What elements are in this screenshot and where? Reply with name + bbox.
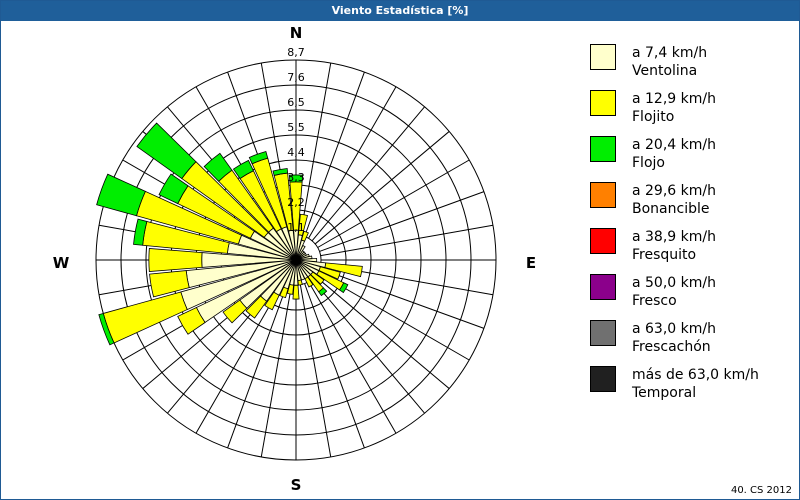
rose-bar-segment	[102, 291, 188, 344]
rose-bar-segment	[136, 122, 197, 180]
rose-bar-segment	[272, 168, 289, 176]
rose-bar-segment	[292, 284, 300, 300]
rose-bar-segment	[245, 295, 268, 319]
rose-bar-segment	[264, 291, 280, 311]
legend-swatch	[590, 136, 616, 162]
legend-class-label: Fresquito	[632, 247, 697, 263]
grid-spoke	[314, 275, 450, 389]
grid-spoke	[319, 191, 485, 252]
compass-label-E: E	[526, 254, 536, 272]
grid-spoke	[299, 284, 332, 458]
radial-tick-label: 8,7	[287, 46, 305, 59]
rose-bar-segment	[339, 282, 349, 294]
legend-label: a 50,0 km/h Fresco	[632, 274, 716, 310]
grid-spoke	[299, 62, 332, 236]
radial-tick-label: 2,2	[287, 196, 305, 209]
rose-bar-segment	[288, 174, 304, 183]
legend-label: más de 63,0 km/h Temporal	[632, 366, 759, 402]
rose-bar-segment	[297, 279, 303, 286]
rose-bar-segment	[98, 312, 115, 346]
rose-bar-segment	[301, 230, 309, 242]
legend-label: a 7,4 km/h Ventolina	[632, 44, 707, 80]
legend-speed-label: a 12,9 km/h	[632, 91, 716, 107]
legend-class-label: Bonancible	[632, 201, 710, 217]
legend-class-label: Ventolina	[632, 63, 698, 79]
rose-bar-segment	[148, 248, 203, 272]
rose-bar-segment	[248, 150, 269, 165]
grid-spoke	[314, 131, 450, 245]
grid-spoke	[260, 284, 293, 458]
legend-label: a 12,9 km/h Flojito	[632, 90, 716, 126]
legend-swatch	[590, 274, 616, 300]
legend-speed-label: a 29,6 km/h	[632, 183, 716, 199]
legend-speed-label: a 38,9 km/h	[632, 229, 716, 245]
legend-class-label: Flojo	[632, 155, 665, 171]
rose-bar-segment	[133, 218, 148, 246]
rose-bar-segment	[232, 159, 254, 180]
wind-rose-chart: 1,1 2,2 3,3 4,4 5,5 6,5 7,6 8,7 N S W E	[53, 24, 536, 494]
radial-tick-label: 1,1	[287, 221, 305, 234]
rose-bar-segment	[149, 270, 190, 298]
legend-label: a 63,0 km/h Frescachón	[632, 320, 716, 356]
radial-tick-label: 5,5	[287, 121, 305, 134]
rose-bar-segment	[177, 306, 206, 335]
compass-label-S: S	[291, 476, 302, 494]
legend-swatch	[590, 320, 616, 346]
legend-swatch	[590, 182, 616, 208]
grid-spoke	[304, 283, 365, 449]
legend-class-label: Temporal	[632, 385, 697, 401]
compass-label-W: W	[53, 254, 70, 272]
radial-tick-label: 3,3	[287, 171, 305, 184]
rose-bar-segment	[297, 213, 308, 237]
rose-bar-segment	[286, 283, 295, 295]
grid-spoke	[311, 106, 425, 242]
rose-bar-segment	[222, 299, 248, 324]
rose-bar-segment	[203, 152, 233, 182]
legend-speed-label: a 7,4 km/h	[632, 45, 708, 61]
grid-spoke	[319, 268, 485, 329]
grid-spoke	[304, 71, 365, 237]
legend-label: a 20,4 km/h Flojo	[632, 136, 716, 172]
rose-bar-segment	[158, 173, 189, 205]
legend-class-label: Flojito	[632, 109, 675, 125]
legend-speed-label: más de 63,0 km/h	[632, 367, 759, 383]
rose-bar-segment	[324, 262, 363, 278]
grid-spoke	[227, 283, 288, 449]
legend-class-label: Fresco	[632, 293, 677, 309]
legend-speed-label: a 63,0 km/h	[632, 321, 716, 337]
rose-bar-segment	[310, 271, 325, 285]
rose-bar-segment	[279, 286, 289, 299]
rose-bar-segment	[304, 276, 314, 288]
legend-label: a 38,9 km/h Fresquito	[632, 228, 716, 264]
rose-bar-segment	[96, 173, 146, 217]
legend-swatch	[590, 228, 616, 254]
grid-spoke	[308, 281, 397, 434]
grid-spoke	[317, 159, 470, 248]
legend-speed-label: a 50,0 km/h	[632, 275, 716, 291]
radial-tick-label: 6,5	[287, 96, 305, 109]
radial-tick-label: 4,4	[287, 146, 305, 159]
legend-speed-label: a 20,4 km/h	[632, 137, 716, 153]
footer-text: 40. CS 2012	[730, 485, 792, 496]
legend-swatch	[590, 90, 616, 116]
grid-spoke	[311, 278, 425, 414]
legend-label: a 29,6 km/h Bonancible	[632, 182, 716, 218]
compass-label-N: N	[290, 24, 303, 42]
grid-spoke	[308, 86, 397, 239]
rose-bar-segment	[318, 287, 328, 297]
legend-swatch	[590, 366, 616, 392]
legend-class-label: Frescachón	[632, 339, 711, 355]
rose-bar-segment	[318, 266, 341, 280]
radial-tick-label: 7,6	[287, 71, 305, 84]
grid-spoke	[320, 224, 494, 257]
window-title: Viento Estadística [%]	[1, 1, 799, 21]
legend-swatch	[590, 44, 616, 70]
